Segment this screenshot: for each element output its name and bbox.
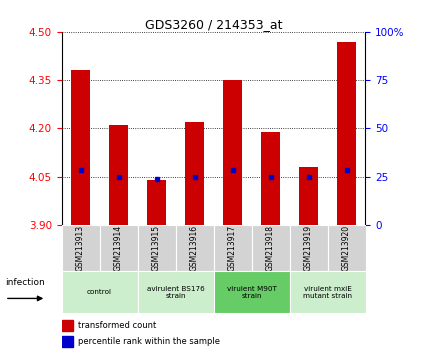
Bar <box>109 125 128 225</box>
Text: GSM213916: GSM213916 <box>190 225 199 271</box>
Bar <box>71 70 90 225</box>
Bar <box>138 225 176 271</box>
Bar <box>62 320 73 331</box>
Text: infection: infection <box>5 278 45 287</box>
Text: transformed count: transformed count <box>78 321 156 330</box>
Text: GSM213913: GSM213913 <box>76 225 85 271</box>
Text: GSM213914: GSM213914 <box>114 225 123 271</box>
Bar <box>252 225 289 271</box>
Title: GDS3260 / 214353_at: GDS3260 / 214353_at <box>145 18 282 31</box>
Bar <box>147 180 166 225</box>
Text: control: control <box>87 289 112 295</box>
Bar <box>328 225 366 271</box>
Text: avirulent BS176
strain: avirulent BS176 strain <box>147 286 204 298</box>
Text: GSM213915: GSM213915 <box>152 225 161 271</box>
Bar <box>337 41 356 225</box>
Bar <box>176 225 213 271</box>
Bar <box>62 225 99 271</box>
Text: GSM213920: GSM213920 <box>342 225 351 271</box>
Text: GSM213919: GSM213919 <box>304 225 313 271</box>
Bar <box>223 80 242 225</box>
Bar <box>261 132 280 225</box>
Bar <box>62 336 73 347</box>
Bar <box>99 225 138 271</box>
Text: GSM213917: GSM213917 <box>228 225 237 271</box>
Text: GSM213918: GSM213918 <box>266 225 275 271</box>
Bar <box>213 271 289 313</box>
Bar <box>62 271 138 313</box>
Bar <box>299 167 318 225</box>
Bar <box>185 122 204 225</box>
Bar <box>289 225 328 271</box>
Bar <box>289 271 366 313</box>
Bar <box>138 271 213 313</box>
Bar <box>213 225 252 271</box>
Text: virulent M90T
strain: virulent M90T strain <box>227 286 277 298</box>
Text: virulent mxiE
mutant strain: virulent mxiE mutant strain <box>303 286 352 298</box>
Text: percentile rank within the sample: percentile rank within the sample <box>78 337 220 346</box>
